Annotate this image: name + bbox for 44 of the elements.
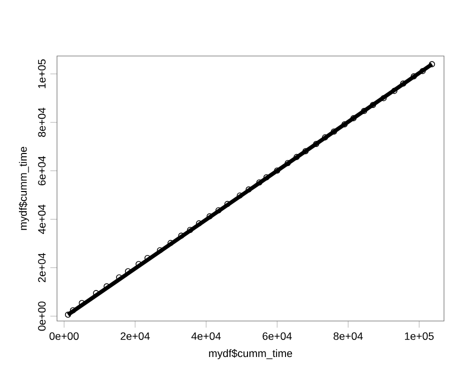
point [294, 154, 300, 160]
y-tick-label: 8e+04 [38, 108, 46, 137]
point [342, 121, 348, 128]
x-axis-title: mydf$cumm_time [209, 349, 292, 360]
y-axis-title: mydf$cumm_time [18, 146, 29, 230]
point [256, 179, 262, 186]
point [370, 102, 376, 108]
point [380, 95, 387, 102]
point [302, 148, 309, 154]
point [274, 168, 280, 174]
point [400, 80, 406, 87]
x-tick-label: 6e+04 [262, 332, 292, 340]
x-tick-label: 8e+04 [334, 332, 363, 340]
point [236, 192, 243, 199]
point [224, 200, 230, 208]
point [322, 134, 328, 140]
point [420, 68, 426, 74]
y-tick-label: 2e+04 [38, 253, 46, 282]
point [410, 73, 417, 80]
point [64, 312, 72, 318]
y-tick-label: 1e+05 [38, 59, 46, 88]
point [187, 226, 194, 233]
point [330, 128, 338, 135]
point [263, 174, 270, 180]
y-tick-label: 4e+04 [38, 204, 46, 234]
point [428, 61, 435, 68]
x-tick-label: 2e+04 [120, 332, 150, 340]
point [284, 160, 291, 166]
point [246, 186, 252, 193]
point [168, 240, 174, 246]
y-tick-label: 6e+04 [38, 156, 46, 186]
x-tick-label: 0e+00 [50, 332, 79, 340]
point [156, 247, 164, 254]
point [206, 213, 213, 220]
point [70, 307, 76, 314]
point [178, 232, 184, 239]
x-tick-label: 4e+04 [191, 332, 221, 340]
point [391, 88, 398, 94]
point [313, 140, 320, 147]
point [361, 108, 368, 114]
point [215, 207, 222, 214]
x-tick-label: 1e+05 [404, 332, 434, 340]
point [350, 115, 357, 122]
point [196, 220, 202, 226]
